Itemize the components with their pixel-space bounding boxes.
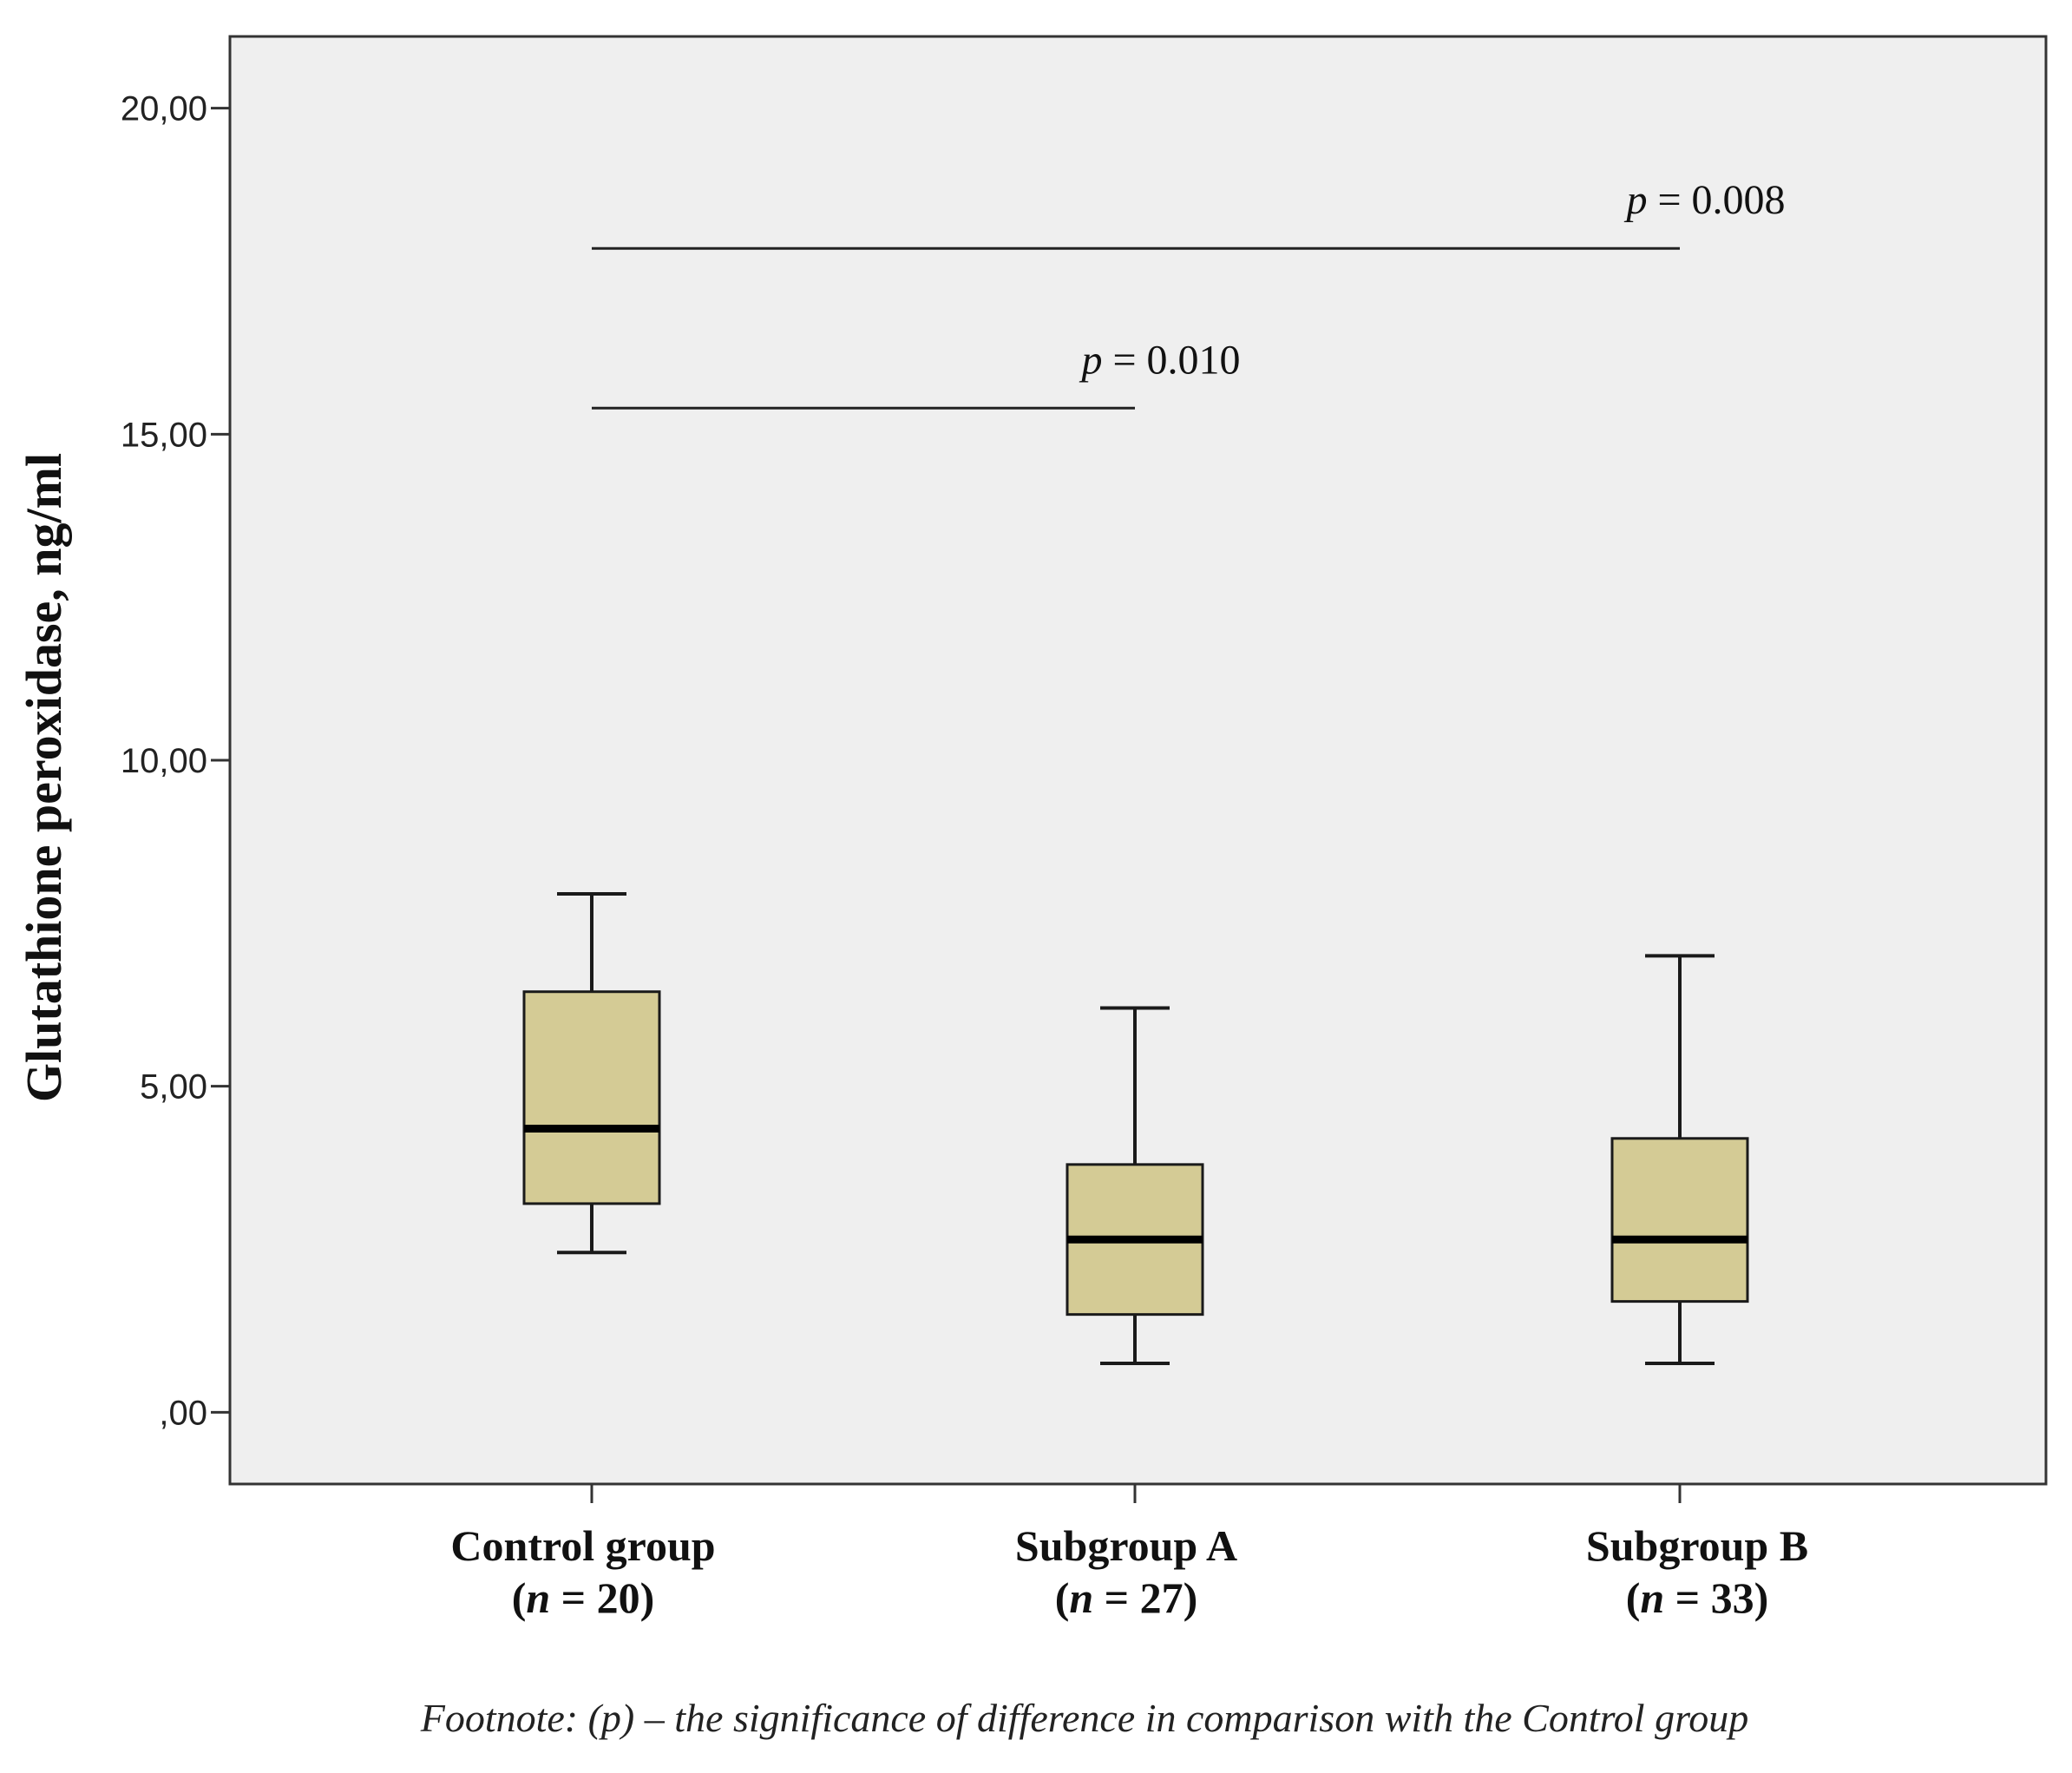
boxes [522, 892, 1749, 1365]
x-tick-label: Subgroup B [1586, 1521, 1808, 1570]
footnote: Footnote: (p) – the significance of diff… [420, 1696, 1749, 1740]
n-prefix: ( [1626, 1573, 1641, 1622]
x-tick-n-label: (n = 27) [1055, 1573, 1198, 1622]
box-group [1066, 1006, 1204, 1365]
p-letter: p [1623, 177, 1647, 223]
p-value-label: p = 0.008 [1623, 177, 1785, 223]
n-prefix: ( [1055, 1573, 1070, 1622]
x-axis: Control group(n = 20)Subgroup A(n = 27)S… [450, 1484, 1808, 1622]
p-value: = 0.008 [1647, 177, 1785, 223]
box-group [522, 892, 661, 1255]
p-value: = 0.010 [1102, 337, 1240, 383]
y-tick-label: ,00 [159, 1394, 207, 1432]
n-letter: n [1640, 1573, 1664, 1622]
n-suffix: = 27) [1093, 1573, 1197, 1622]
y-tick-label: 20,00 [121, 90, 207, 128]
box-iqr [522, 990, 661, 1205]
y-tick-label: 5,00 [140, 1068, 207, 1106]
n-letter: n [1069, 1573, 1093, 1622]
n-suffix: = 20) [550, 1573, 654, 1622]
n-suffix: = 33) [1664, 1573, 1768, 1622]
n-letter: n [526, 1573, 550, 1622]
box-group [1610, 954, 1749, 1365]
x-tick-n-label: (n = 20) [512, 1573, 655, 1622]
p-value-label: p = 0.010 [1079, 337, 1240, 383]
x-tick-label: Subgroup A [1015, 1521, 1237, 1570]
y-tick-label: 10,00 [121, 742, 207, 780]
box-iqr [1610, 1137, 1749, 1303]
p-letter: p [1079, 337, 1102, 383]
x-tick-n-label: (n = 33) [1626, 1573, 1769, 1622]
n-prefix: ( [512, 1573, 527, 1622]
x-tick-label: Control group [450, 1521, 715, 1570]
y-axis-label: Glutathione peroxidase, ng/ml [16, 453, 72, 1102]
y-tick-label: 15,00 [121, 416, 207, 454]
y-axis: ,00 5,00 10,00 15,00 20,00 [121, 90, 230, 1432]
